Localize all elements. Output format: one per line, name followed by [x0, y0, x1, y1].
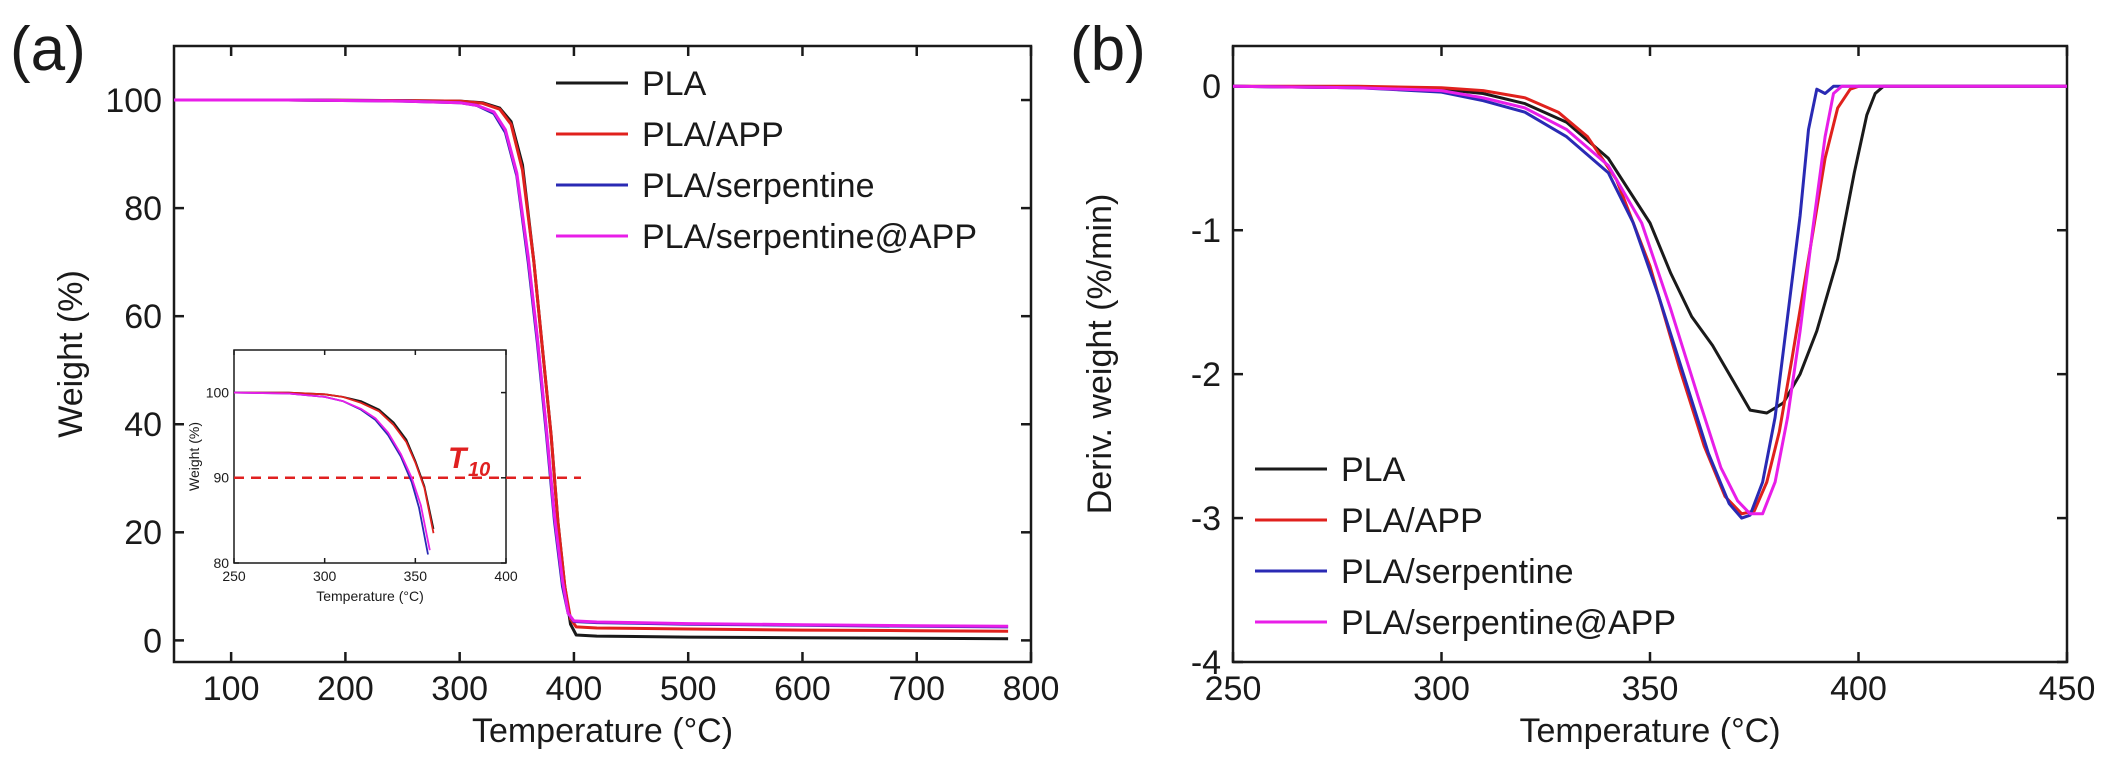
panel-a-x-tick-label: 200 — [317, 670, 374, 708]
panel-a-x-tick-label: 700 — [888, 670, 945, 708]
panel-b-legend-label-pla-serpentine: PLA/serpentine — [1341, 553, 1574, 591]
panel-b-legend-label-pla: PLA — [1341, 451, 1406, 489]
panel-a-y-tick-label: 60 — [124, 298, 162, 336]
panel-a-inset-x-tick-label: 400 — [494, 568, 518, 584]
panel-a-x-tick-label: 800 — [1003, 670, 1060, 708]
panel-b-x-axis-title: Temperature (°C) — [1519, 712, 1780, 750]
panel-b-series-line-pla-serpentine-app — [1233, 84, 2067, 516]
panel-b-x-tick-label: 350 — [1622, 670, 1679, 708]
panel-a-legend-label-pla-serpentine: PLA/serpentine — [642, 167, 875, 205]
panel-a-x-tick-label: 500 — [660, 670, 717, 708]
panel-a-plot-frame — [172, 44, 1033, 664]
panel-a-x-axis-title: Temperature (°C) — [472, 712, 733, 750]
panel-a-legend-label-pla-serpentine-app: PLA/serpentine@APP — [642, 218, 977, 256]
panel-b-x-tick-label: 450 — [2039, 670, 2096, 708]
panel-a-inset-y-tick-label: 100 — [206, 385, 230, 401]
panel-a-inset-y-tick-label: 80 — [214, 555, 230, 571]
panel-b-y-tick-label: -3 — [1191, 500, 1221, 538]
panel-a-label: (a) — [10, 15, 86, 84]
panel-a-inset-series-line-pla-serpentine — [234, 391, 429, 555]
panel-b-legend-label-pla-app: PLA/APP — [1341, 502, 1483, 540]
panel-a-legend-label-pla: PLA — [642, 65, 707, 103]
t10-label: T — [448, 442, 469, 475]
panel-a-y-tick-label: 80 — [124, 190, 162, 228]
panel-b-label: (b) — [1070, 15, 1146, 84]
panel-a-x-tick-label: 300 — [431, 670, 488, 708]
panel-a-inset-x-tick-label: 350 — [404, 568, 428, 584]
t10-subscript: 10 — [468, 459, 490, 481]
panel-a-series-line-pla-app — [174, 98, 1009, 633]
panel-a-x-tick-label: 400 — [546, 670, 603, 708]
panel-a-inset-plot: 250 300 350 400 80 90 100 Temperature (°C) Weigh… — [186, 349, 581, 604]
panel-a-plot: 100 200 300 400 500 600 700 800 0 20 40 60 80 100 Temp… — [52, 44, 1060, 750]
panel-b-x-tick-label: 250 — [1205, 670, 1262, 708]
panel-b-x-tick-label: 400 — [1830, 670, 1887, 708]
panel-b-legend-label-pla-serpentine-app: PLA/serpentine@APP — [1341, 604, 1676, 642]
panel-a-series-line-pla — [174, 98, 1009, 641]
panel-a-inset-plot-frame — [233, 349, 507, 564]
panel-b-y-tick-label: -4 — [1191, 644, 1221, 682]
panel-a-series-line-pla-serpentine — [174, 98, 1009, 629]
panel-a-inset-y-axis-title: Weight (%) — [186, 422, 202, 491]
panel-a-legend-label-pla-app: PLA/APP — [642, 116, 784, 154]
panel-a-inset-y-tick-label: 90 — [214, 470, 230, 486]
panel-a-y-axis-title: Weight (%) — [52, 270, 90, 438]
panel-a-y-tick-label: 0 — [143, 622, 162, 660]
panel-a-x-tick-label: 100 — [203, 670, 260, 708]
panel-a-inset-series-line-pla-app — [234, 391, 435, 534]
panel-b-plot: 250 300 350 400 450 0 -1 -2 -3 -4 Temperature (°C)… — [1081, 44, 2096, 750]
panel-a-y-tick-label: 40 — [124, 406, 162, 444]
panel-b-x-tick-label: 300 — [1413, 670, 1470, 708]
panel-b-y-tick-label: -1 — [1191, 212, 1221, 250]
panel-a-inset-x-axis-title: Temperature (°C) — [316, 588, 424, 604]
panel-b-series-line-pla — [1233, 84, 2067, 415]
panel-a-inset-x-tick-label: 250 — [222, 568, 246, 584]
panel-b-y-tick-label: -2 — [1191, 356, 1221, 394]
panel-a-x-tick-label: 600 — [774, 670, 831, 708]
panel-a-y-tick-label: 100 — [105, 82, 162, 120]
panel-b-y-axis-title: Deriv. weight (%/min) — [1081, 194, 1119, 515]
panel-a-inset-x-tick-label: 300 — [313, 568, 337, 584]
panel-b-series-line-pla-app — [1233, 84, 2067, 516]
panel-a-inset-series-line-pla-serpentine-app — [234, 391, 431, 551]
panel-b-series-line-pla-serpentine — [1233, 84, 2067, 520]
panel-a-y-tick-label: 20 — [124, 514, 162, 552]
panel-b-y-tick-label: 0 — [1202, 68, 1221, 106]
panel-a-series-line-pla-serpentine-app — [174, 98, 1009, 628]
